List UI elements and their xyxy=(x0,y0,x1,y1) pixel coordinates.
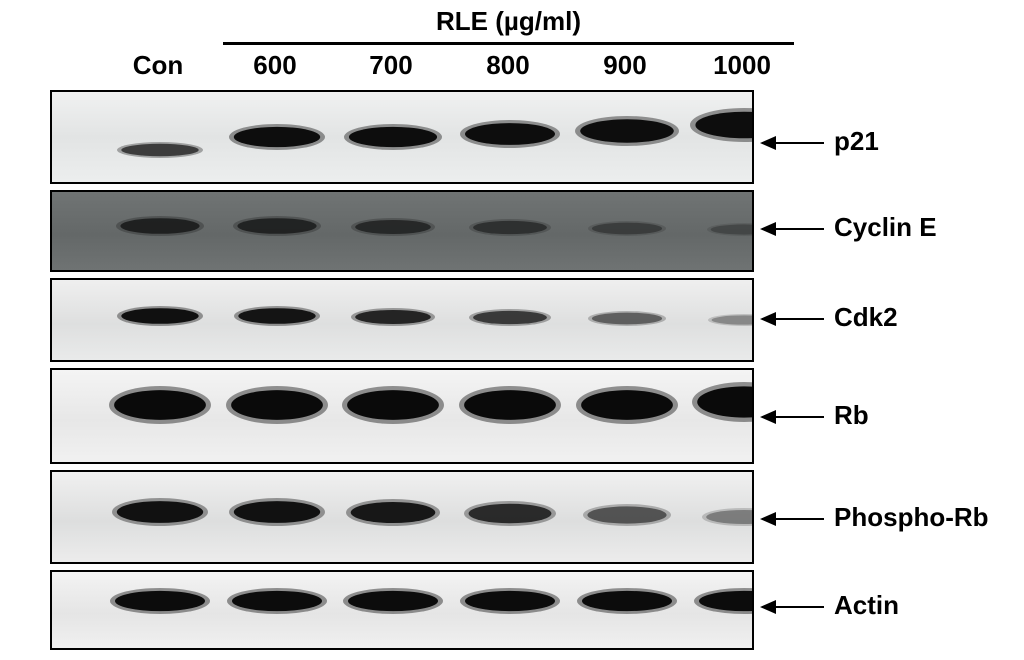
treatment-header-rule xyxy=(223,42,794,45)
blot-lane xyxy=(50,90,754,184)
column-label: 1000 xyxy=(684,50,800,81)
blot-lane xyxy=(50,570,754,650)
column-label: 700 xyxy=(333,50,449,81)
row-arrow xyxy=(762,142,824,144)
row-arrow xyxy=(762,606,824,608)
protein-label: Cyclin E xyxy=(834,212,937,243)
row-arrow xyxy=(762,318,824,320)
protein-label: Phospho-Rb xyxy=(834,502,989,533)
blot-lane xyxy=(50,278,754,362)
blot-lane xyxy=(50,190,754,272)
protein-label: p21 xyxy=(834,126,879,157)
row-arrow xyxy=(762,518,824,520)
protein-label: Actin xyxy=(834,590,899,621)
column-label: 800 xyxy=(450,50,566,81)
blot-lane xyxy=(50,470,754,564)
protein-label: Rb xyxy=(834,400,869,431)
row-arrow xyxy=(762,228,824,230)
protein-label: Cdk2 xyxy=(834,302,898,333)
column-label: Con xyxy=(100,50,216,81)
treatment-header: RLE (µg/ml) xyxy=(359,6,659,37)
column-label: 600 xyxy=(217,50,333,81)
column-label: 900 xyxy=(567,50,683,81)
western-blot-figure: RLE (µg/ml) Con6007008009001000 p21 Cyclin… xyxy=(0,0,1024,660)
row-arrow xyxy=(762,416,824,418)
blot-lane xyxy=(50,368,754,464)
